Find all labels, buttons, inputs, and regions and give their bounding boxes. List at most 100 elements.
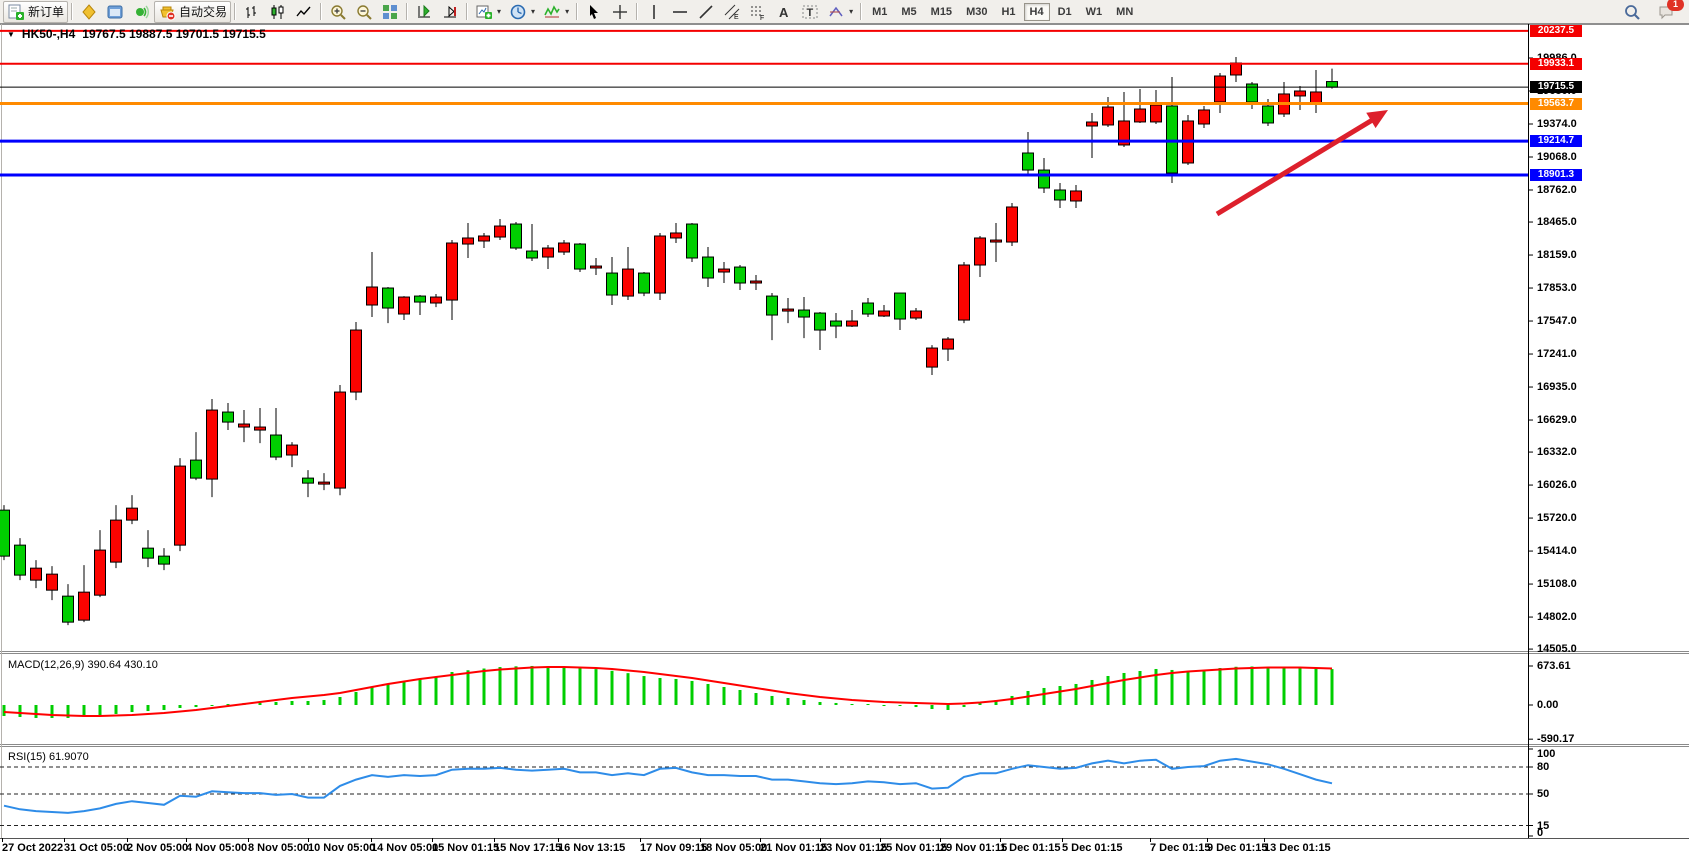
price-tick-label: 14505.0 [1537, 643, 1577, 656]
toolbar-zoom-in-button[interactable] [325, 1, 351, 23]
price-tick-label: 15108.0 [1537, 578, 1577, 591]
toolbar-crosshair-button[interactable] [607, 1, 633, 23]
toolbar-shapes-button[interactable]: ▾ [823, 1, 857, 23]
trendline-icon [699, 4, 713, 19]
rsi-tick-label: 50 [1537, 788, 1550, 800]
toolbar-indicators-button[interactable]: ▾ [539, 1, 573, 23]
toolbar-trendline-button[interactable] [693, 1, 719, 23]
ohlc-values: 19767.5 19887.5 19701.5 19715.5 [82, 27, 266, 41]
chevron-down-icon: ▾ [497, 7, 502, 16]
toolbar-separator [320, 3, 323, 20]
macd-tick-label: 0.00 [1537, 699, 1559, 711]
toolbar-market-watch-button[interactable] [76, 1, 102, 23]
navigator-icon [107, 5, 123, 18]
toolbar-text-label-button[interactable]: T [797, 1, 823, 23]
toolbar-chart-shift-button[interactable] [411, 1, 437, 23]
vertical-line-icon [653, 4, 655, 19]
price-level-label: 18901.3 [1530, 168, 1582, 181]
toolbar-bar-chart-button[interactable] [239, 1, 265, 23]
toolbar-candle-chart-button[interactable] [265, 1, 291, 23]
time-axis-label: 16 Nov 13:15 [558, 842, 626, 854]
time-axis-label: 10 Nov 05:00 [308, 842, 376, 854]
time-axis-label: 25 Nov 01:15 [880, 842, 948, 854]
toolbar-cursor-button[interactable] [581, 1, 607, 23]
toolbar-vertical-line-button[interactable] [641, 1, 667, 23]
price-level-label: 19563.7 [1530, 97, 1582, 110]
price-level-label: 19933.1 [1530, 57, 1582, 70]
text-icon: A [779, 5, 789, 20]
toolbar: 新订单 自动交易 ▾ ▾ ▾ E F A T ▾ M1 M5 M15 M30 H1 H4 D1 W1 MN 1 [0, 0, 1689, 24]
price-tick-label: 17241.0 [1537, 348, 1577, 361]
timeframe-h1-button[interactable]: H1 [1001, 5, 1016, 18]
toolbar-equidistant-channel-button[interactable]: E [719, 1, 745, 23]
search-button[interactable] [1619, 1, 1645, 23]
toolbar-zoom-out-button[interactable] [351, 1, 377, 23]
price-tick-label: 19374.0 [1537, 117, 1577, 130]
timeframe-w1-button[interactable]: W1 [1085, 5, 1103, 18]
zoom-in-icon [331, 4, 346, 20]
search-icon [1625, 4, 1640, 20]
rsi-label: RSI(15) 61.9070 [8, 751, 89, 763]
toolbar-tile-windows-button[interactable] [377, 1, 403, 23]
svg-text:T: T [807, 7, 814, 19]
chart-shift-icon [418, 4, 431, 17]
timeframe-m30-button[interactable]: M30 [966, 5, 988, 18]
toolbar-auto-scroll-button[interactable] [437, 1, 463, 23]
toolbar-fibonacci-button[interactable]: F [745, 1, 771, 23]
time-axis-label: 8 Nov 05:00 [248, 842, 310, 854]
time-axis-label: 23 Nov 01:15 [820, 842, 888, 854]
toolbar-separator [576, 3, 579, 20]
crosshair-icon [613, 4, 628, 19]
timeframe-h4-button[interactable]: H4 [1023, 2, 1050, 21]
rsi-tick-label: 80 [1537, 761, 1550, 773]
toolbar-profiles-button[interactable]: ▾ [505, 1, 539, 23]
horizontal-line-icon [673, 10, 688, 13]
timeframe-m15-button[interactable]: M15 [930, 5, 953, 18]
new-order-icon [8, 4, 24, 20]
profiles-icon [510, 4, 526, 19]
indicators-icon [544, 4, 560, 17]
timeframe-m1-button[interactable]: M1 [872, 5, 888, 18]
macd-tick-label: -590.17 [1537, 733, 1575, 746]
toolbar-new-chart-button[interactable]: ▾ [471, 1, 505, 23]
candle-chart-icon [271, 4, 284, 19]
line-chart-icon [296, 6, 311, 16]
shapes-icon [829, 6, 843, 16]
toolbar-separator [406, 3, 409, 20]
time-axis-label: 5 Dec 01:15 [1062, 842, 1123, 854]
toolbar-line-chart-button[interactable] [291, 1, 317, 23]
toolbar-navigator-button[interactable] [102, 1, 128, 23]
time-axis-label: 14 Nov 05:00 [371, 842, 439, 854]
chevron-down-icon: ▾ [849, 7, 854, 16]
time-axis-label: 7 Dec 01:15 [1150, 842, 1211, 854]
price-tick-label: 18762.0 [1537, 184, 1577, 196]
toolbar-horizontal-line-button[interactable] [667, 1, 693, 23]
timeframe-d1-button[interactable]: D1 [1057, 5, 1072, 18]
toolbar-sound-button[interactable] [128, 1, 154, 23]
svg-text:A: A [779, 5, 789, 20]
price-tick-label: 16026.0 [1537, 479, 1577, 492]
rsi-tick-label: 100 [1537, 748, 1556, 760]
toolbar-separator [636, 3, 639, 20]
time-axis-label: 2 Nov 05:00 [127, 842, 189, 854]
svg-text:F: F [760, 15, 764, 21]
chevron-down-icon: ▾ [565, 7, 570, 16]
new-chart-icon [476, 5, 493, 19]
toolbar-separator [234, 3, 237, 20]
rsi-tick-label: 15 [1537, 819, 1550, 832]
notifications-button[interactable]: 1 [1653, 0, 1684, 23]
toolbar-button-label: 新订单 [28, 5, 65, 19]
fibonacci-icon: F [751, 6, 764, 21]
timeframe-mn-button[interactable]: MN [1116, 5, 1134, 18]
rsi-tick-label: 0 [1537, 827, 1544, 839]
time-axis-label: 4 Nov 05:00 [186, 842, 248, 854]
symbol-period-label: HK50-,H4 [21, 27, 76, 41]
tile-windows-icon [383, 4, 398, 19]
toolbar-autotrade-button[interactable]: 自动交易 [154, 0, 232, 23]
chevron-down-icon[interactable]: ▼ [7, 29, 15, 39]
svg-text:E: E [734, 14, 739, 21]
toolbar-text-button[interactable]: A [771, 1, 797, 23]
toolbar-new-order-button[interactable]: 新订单 [3, 0, 69, 23]
timeframe-m5-button[interactable]: M5 [901, 5, 917, 18]
